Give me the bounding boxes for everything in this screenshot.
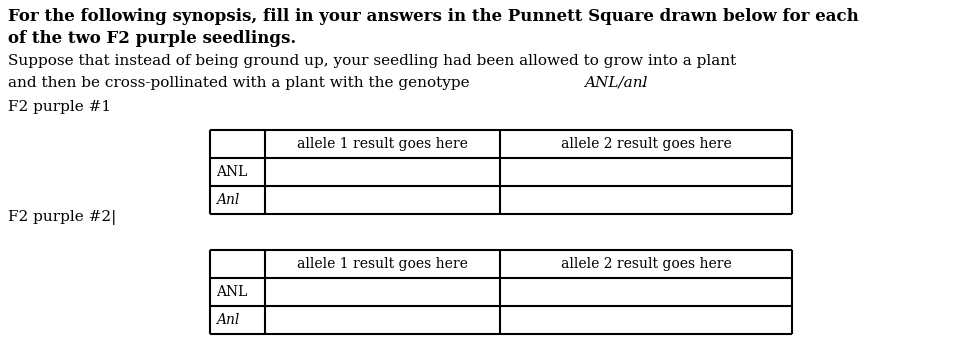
Text: Suppose that instead of being ground up, your seedling had been allowed to grow : Suppose that instead of being ground up,… [8, 54, 736, 68]
Text: F2 purple #1: F2 purple #1 [8, 100, 111, 114]
Text: ANL/anl: ANL/anl [584, 76, 647, 90]
Text: ANL: ANL [216, 285, 248, 299]
Text: allele 1 result goes here: allele 1 result goes here [297, 257, 467, 271]
Text: allele 2 result goes here: allele 2 result goes here [560, 137, 731, 151]
Text: Anl: Anl [216, 193, 239, 207]
Text: F2 purple #2|: F2 purple #2| [8, 210, 117, 225]
Text: allele 1 result goes here: allele 1 result goes here [297, 137, 467, 151]
Text: allele 2 result goes here: allele 2 result goes here [560, 257, 731, 271]
Text: and then be cross-pollinated with a plant with the genotype: and then be cross-pollinated with a plan… [8, 76, 474, 90]
Text: of the two F2 purple seedlings.: of the two F2 purple seedlings. [8, 30, 296, 47]
Text: Anl: Anl [216, 313, 239, 327]
Text: For the following synopsis, fill in your answers in the Punnett Square drawn bel: For the following synopsis, fill in your… [8, 8, 858, 25]
Text: ANL: ANL [216, 165, 248, 179]
Text: .: . [641, 76, 645, 90]
